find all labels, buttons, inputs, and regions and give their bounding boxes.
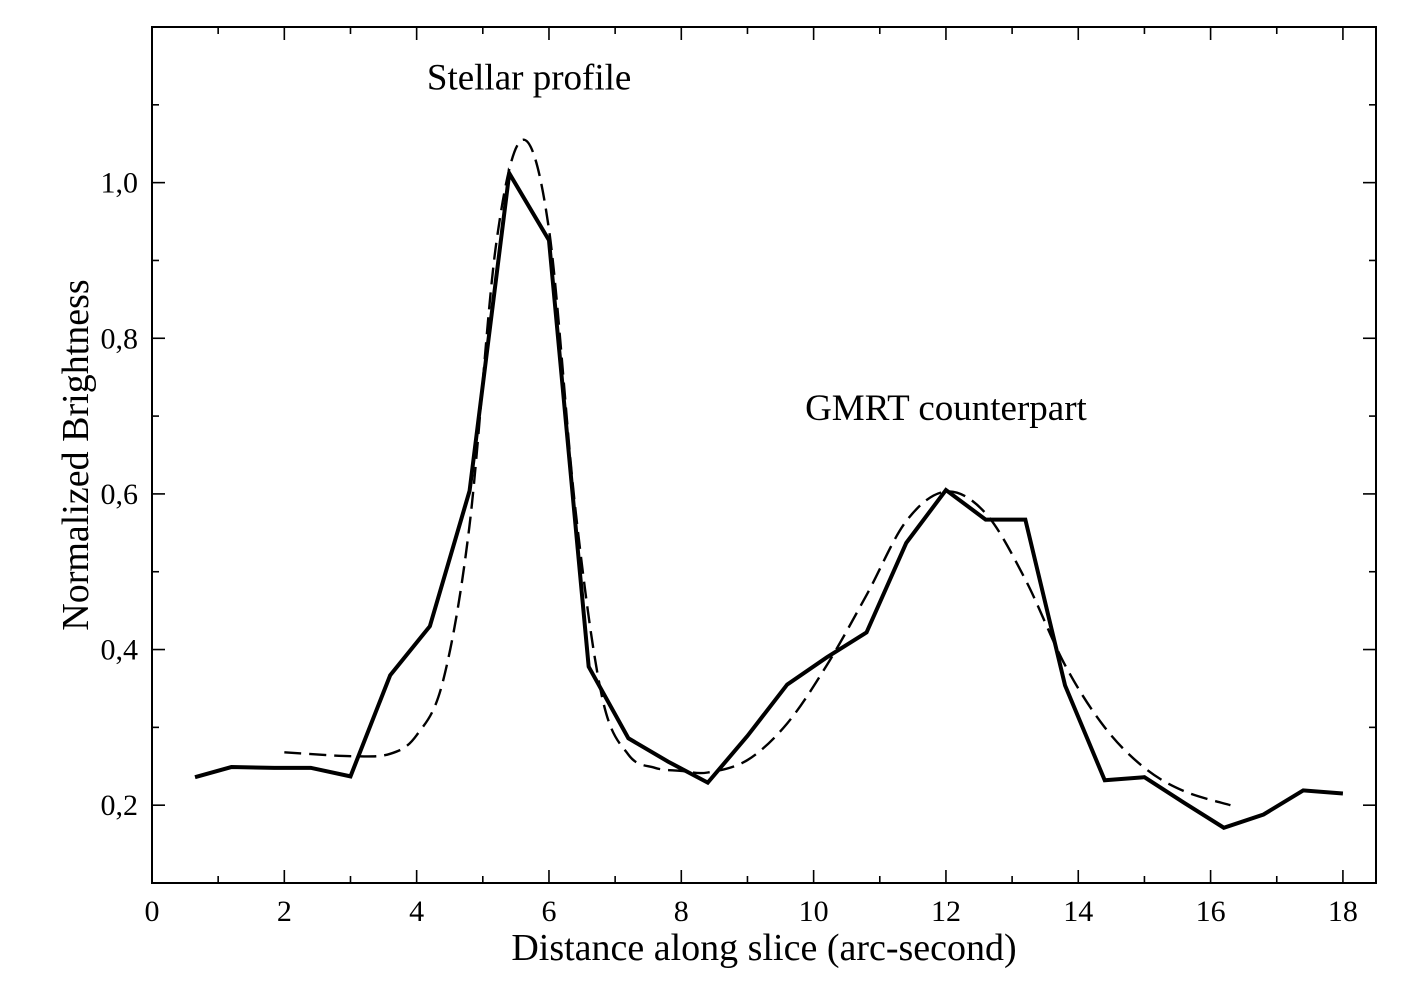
x-tick-label: 18: [1328, 895, 1358, 928]
plot-frame: [151, 26, 1377, 884]
x-tick-label: 0: [145, 895, 160, 928]
y-tick-label: 1,0: [101, 167, 139, 200]
annotations: Stellar profile GMRT counterpart: [427, 57, 1088, 429]
annotation-label: GMRT counterpart: [805, 388, 1087, 429]
y-tick-label: 0,2: [101, 789, 139, 822]
x-tick-label: 8: [674, 895, 689, 928]
x-tick-label: 4: [409, 895, 424, 928]
x-tick-label: 12: [931, 895, 961, 928]
x-tick-label: 6: [541, 895, 556, 928]
y-tick-label: 0,6: [101, 478, 139, 511]
tick-labels: 0 2 4 6 8 10 12 14 16 18 0,2 0,4 0,6 0,8 1,0: [101, 167, 1358, 928]
y-tick-label: 0,8: [101, 322, 139, 355]
annotation-label: Stellar profile: [427, 57, 631, 98]
x-tick-label: 16: [1196, 895, 1226, 928]
x-axis-title: Distance along slice (arc-second): [511, 927, 1016, 969]
x-tick-label: 2: [277, 895, 292, 928]
series-line-measured: [194, 167, 1344, 830]
y-tick-label: 0,4: [101, 634, 139, 667]
y-axis-title: Normalized Brightness: [55, 279, 97, 630]
x-tick-label: 10: [799, 895, 829, 928]
series-line-fit: [284, 138, 1231, 807]
series-layer: [194, 138, 1344, 830]
x-tick-label: 14: [1063, 895, 1093, 928]
axis-ticks: [151, 27, 1376, 883]
